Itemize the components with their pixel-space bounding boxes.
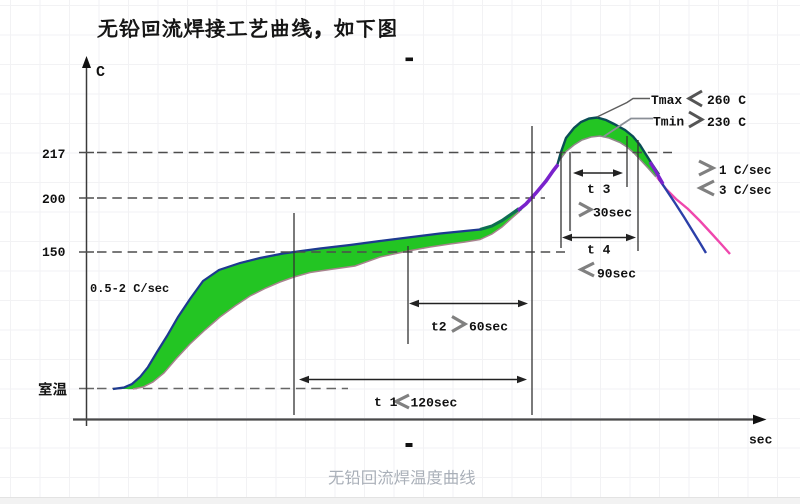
svg-text:Tmin: Tmin (653, 115, 684, 130)
svg-text:t 1: t 1 (374, 395, 398, 410)
svg-text:0.5-2 C/sec: 0.5-2 C/sec (90, 282, 169, 296)
svg-text:t 3: t 3 (587, 182, 611, 197)
svg-text:3 C/sec: 3 C/sec (719, 184, 772, 198)
svg-text:60sec: 60sec (469, 320, 508, 335)
svg-text:260 C: 260 C (707, 93, 746, 108)
svg-text:t 4: t 4 (587, 243, 611, 258)
svg-text:sec: sec (749, 433, 773, 448)
svg-text:120sec: 120sec (411, 396, 458, 411)
svg-text:C: C (96, 64, 105, 81)
svg-text:30sec: 30sec (593, 206, 632, 221)
svg-text:217: 217 (42, 147, 65, 162)
svg-text:230 C: 230 C (707, 115, 746, 130)
svg-text:1 C/sec: 1 C/sec (719, 164, 772, 178)
svg-text:200: 200 (42, 192, 66, 207)
svg-text:Tmax: Tmax (651, 93, 682, 108)
svg-text:90sec: 90sec (597, 267, 636, 282)
svg-text:150: 150 (42, 245, 66, 260)
svg-text:t2: t2 (431, 320, 447, 335)
